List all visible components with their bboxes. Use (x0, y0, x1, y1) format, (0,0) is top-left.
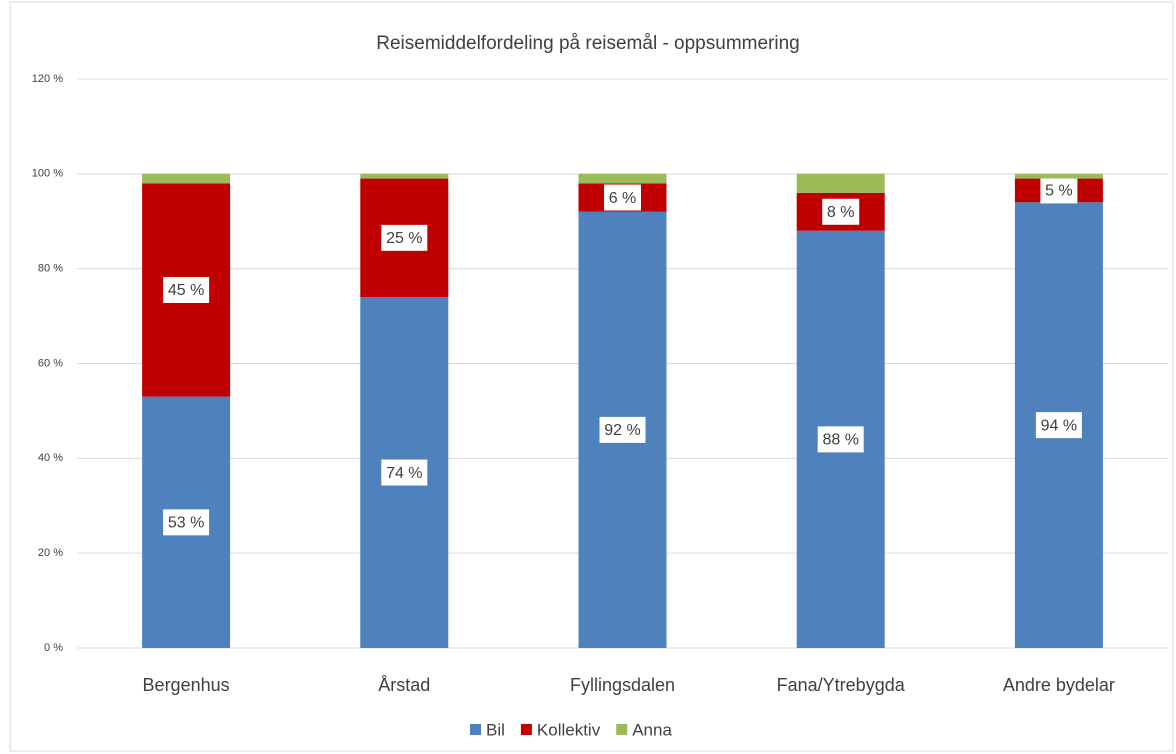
y-tick-label: 0 % (44, 642, 63, 654)
data-label: 92 % (604, 422, 640, 439)
data-label: 88 % (822, 432, 858, 449)
legend-swatch (616, 724, 628, 735)
data-label: 45 % (168, 282, 204, 299)
y-tick-label: 80 % (38, 263, 63, 275)
x-tick-label: Fyllingsdalen (570, 675, 675, 695)
legend-label: Bil (486, 720, 505, 739)
data-label: 25 % (386, 230, 422, 247)
y-tick-label: 100 % (32, 168, 63, 180)
data-label-box (604, 184, 641, 211)
data-label-box (1040, 177, 1078, 204)
data-label-box (381, 224, 428, 251)
data-label-box (1035, 412, 1082, 439)
data-label-box (163, 277, 210, 304)
x-tick-label: Bergenhus (143, 675, 230, 695)
legend-label: Kollektiv (537, 720, 601, 739)
x-tick-label: Fana/Ytrebygda (777, 675, 906, 695)
bar-segment (796, 173, 885, 193)
data-label: 5 % (1045, 183, 1073, 200)
bar-segment (142, 173, 231, 184)
data-label: 53 % (168, 515, 204, 532)
y-tick-label: 120 % (32, 73, 63, 85)
chart-title: Reisemiddelfordeling på reisemål - oppsu… (376, 33, 799, 54)
x-tick-label: Årstad (378, 675, 430, 695)
data-label-box (599, 416, 646, 443)
data-label: 94 % (1041, 417, 1077, 434)
legend-label: Anna (632, 720, 672, 739)
y-tick-label: 40 % (38, 452, 63, 464)
data-label: 74 % (386, 465, 422, 482)
x-tick-label: Andre bydelar (1003, 675, 1115, 695)
bar-segment (578, 173, 667, 184)
data-label-box (817, 426, 864, 453)
legend-swatch (470, 724, 481, 735)
data-label: 6 % (609, 190, 637, 207)
data-label-box (163, 509, 210, 536)
data-label: 8 % (827, 204, 855, 221)
data-label-box (381, 459, 428, 486)
bar-segment (360, 173, 449, 179)
bar-segment (1014, 173, 1103, 179)
data-label-box (822, 198, 860, 225)
y-tick-label: 20 % (38, 547, 63, 559)
y-tick-label: 60 % (38, 357, 63, 369)
legend-swatch (520, 724, 532, 735)
